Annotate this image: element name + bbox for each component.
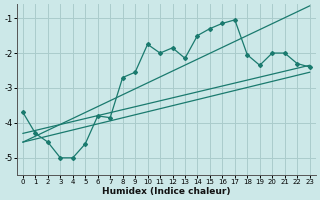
X-axis label: Humidex (Indice chaleur): Humidex (Indice chaleur) bbox=[102, 187, 230, 196]
